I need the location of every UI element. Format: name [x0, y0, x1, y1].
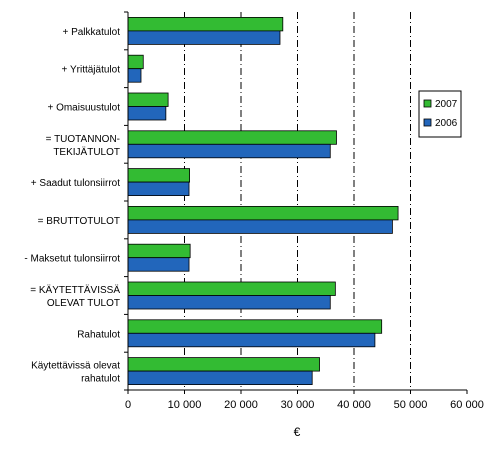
bar-2006 [127, 257, 190, 272]
legend: 2007 2006 [418, 90, 462, 138]
bar-2007 [127, 54, 144, 70]
category-label: = TUOTANNON- [46, 134, 120, 145]
gridlines [184, 12, 411, 390]
bar-2007 [127, 243, 191, 259]
bar-2006 [127, 30, 281, 45]
legend-label-2006: 2006 [435, 118, 458, 129]
bar-2007 [127, 319, 383, 334]
category-label: = BRUTTOTULOT [38, 216, 120, 227]
x-tick-label: 20 000 [224, 399, 258, 411]
bar-2007 [127, 168, 190, 183]
bar-2006 [127, 181, 190, 197]
bar-2006 [127, 332, 376, 348]
bar-2007 [127, 281, 336, 296]
x-tick-label: 40 000 [337, 399, 371, 411]
x-tick-label: 10 000 [168, 399, 202, 411]
bars [127, 16, 399, 386]
axes [124, 11, 468, 394]
x-axis-label: € [294, 425, 301, 439]
x-tick-label: 60 000 [450, 399, 484, 411]
category-label: - Maksetut tulonsiirrot [24, 254, 120, 265]
legend-swatch-2006 [423, 118, 432, 127]
category-label: TEKIJÄTULOT [53, 146, 120, 158]
category-label: rahatulot [81, 374, 120, 385]
legend-swatch-2007 [423, 99, 432, 108]
category-label: Rahatulot [77, 329, 120, 340]
category-label: Käytettävissä olevat [31, 361, 120, 372]
legend-label-2007: 2007 [435, 99, 458, 110]
bar-2007 [127, 92, 169, 107]
bar-2006 [127, 295, 331, 310]
category-label: OLEVAT TULOT [47, 298, 120, 309]
x-tick-label: 0 [125, 399, 131, 411]
bar-2006 [127, 68, 142, 83]
bar-2007 [127, 130, 337, 145]
x-tick-label: 50 000 [394, 399, 428, 411]
category-label: + Yrittäjätulot [62, 65, 121, 76]
x-tick-labels: 0 10 000 20 000 30 000 40 000 50 000 60 000 [125, 399, 484, 411]
category-labels: + Palkkatulot + Yrittäjätulot + Omaisuustu… [24, 27, 120, 385]
bar-2006 [127, 143, 331, 159]
bar-2006 [127, 370, 313, 386]
bar-2007 [127, 357, 320, 372]
bar-2006 [127, 219, 393, 234]
category-label: + Omaisuustulot [47, 103, 120, 114]
x-tick-label: 30 000 [281, 399, 315, 411]
legend-box [418, 90, 462, 138]
bar-2007 [127, 16, 284, 32]
bar-2006 [127, 106, 167, 121]
category-label: + Palkkatulot [62, 27, 120, 38]
category-label: = KÄYTETTÄVISSÄ [30, 284, 120, 296]
category-label: + Saadut tulonsiirrot [31, 178, 120, 189]
bar-2007 [127, 205, 399, 221]
